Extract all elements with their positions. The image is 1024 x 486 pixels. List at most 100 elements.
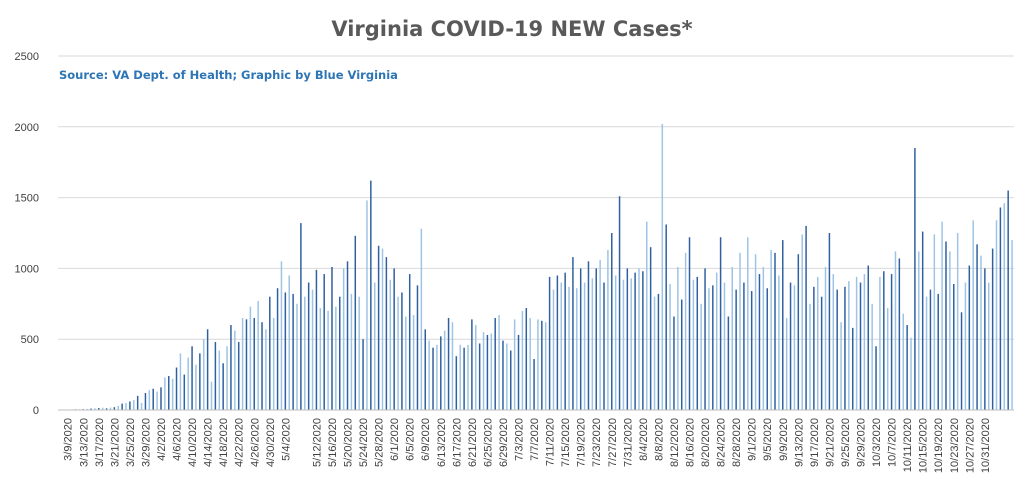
x-tick-label: 4/6/2020 [172,418,184,461]
y-tick-label: 1000 [15,263,39,275]
bar [665,224,667,410]
x-tick-label: 9/1/2020 [747,418,759,461]
bar [183,374,186,410]
bar [820,296,823,410]
x-tick-label: 3/13/2020 [78,418,90,467]
x-tick-label: 3/25/2020 [125,418,137,467]
bar [949,251,951,410]
bar [191,346,193,410]
bar [463,347,465,410]
bar [941,221,943,410]
bar [389,279,392,410]
x-tick-label: 5/12/2020 [311,418,323,467]
bar [121,403,123,410]
x-tick-label: 8/16/2020 [685,418,697,467]
bar [502,340,504,410]
bar [661,123,664,410]
bar [832,274,835,410]
bar [300,223,302,410]
bar [778,275,780,410]
bar [801,234,803,410]
x-tick-label: 6/9/2020 [420,418,432,461]
bar [544,322,547,410]
y-tick-label: 2000 [15,122,39,134]
x-tick-label: 6/13/2020 [436,418,448,467]
x-tick-label: 10/3/2020 [871,418,883,467]
bar [552,289,555,410]
x-tick-label: 5/28/2020 [374,418,386,467]
bar [94,408,96,410]
bar [902,313,904,410]
x-tick-label: 9/29/2020 [856,418,868,467]
bar [719,237,722,410]
bar [156,391,158,410]
bar [828,233,831,410]
bar [521,310,524,410]
bar [851,327,854,410]
bar [677,266,679,410]
bar [782,240,784,410]
bar [490,333,493,410]
x-tick-label: 7/23/2020 [591,418,603,467]
bar [148,390,151,410]
y-tick-label: 500 [21,334,39,346]
bar [960,312,963,410]
bar [739,252,741,410]
bar [105,408,108,410]
bar [727,316,730,410]
bar [548,276,551,410]
bar [109,407,112,410]
bar [385,257,388,410]
bar [311,289,314,410]
bar [432,347,434,410]
bar [937,293,939,410]
bar [731,266,733,410]
x-tick-label: 4/18/2020 [218,418,230,467]
bar [770,249,772,410]
bar [257,300,259,410]
bar [486,334,489,410]
bar [117,405,119,410]
bar [226,346,228,410]
bar [420,228,423,410]
x-tick-label: 3/21/2020 [109,418,121,467]
bar [735,289,737,410]
bar [653,296,656,410]
x-tick-label: 4/30/2020 [265,418,277,467]
bar [424,329,426,410]
x-tick-label: 8/20/2020 [700,418,712,467]
bar [785,317,788,410]
x-tick-label: 4/22/2020 [234,418,246,467]
bar [692,279,695,410]
bar [218,350,221,410]
x-tick-label: 6/5/2020 [405,418,417,461]
bar [844,286,846,410]
bar [599,259,601,410]
x-tick-label: 5/4/2020 [280,418,292,461]
x-tick-label: 6/21/2020 [467,418,479,467]
bar [995,220,998,410]
x-tick-label: 5/24/2020 [358,418,370,467]
bar [160,387,162,410]
bar [766,288,768,410]
bar [999,207,1002,410]
bar [113,407,116,410]
bar [1011,240,1013,410]
bar [510,350,512,410]
bar [443,330,446,410]
bar [373,282,376,410]
bar [809,303,811,410]
bar [451,322,454,410]
bar [968,265,971,410]
x-tick-label: 7/27/2020 [607,418,619,467]
bar [370,180,372,410]
bar [871,303,873,410]
bar [867,265,870,410]
bar [346,261,349,410]
bar [591,278,594,410]
bar [366,200,368,410]
bar [1007,190,1009,410]
bar [980,255,982,410]
bar [646,221,648,410]
